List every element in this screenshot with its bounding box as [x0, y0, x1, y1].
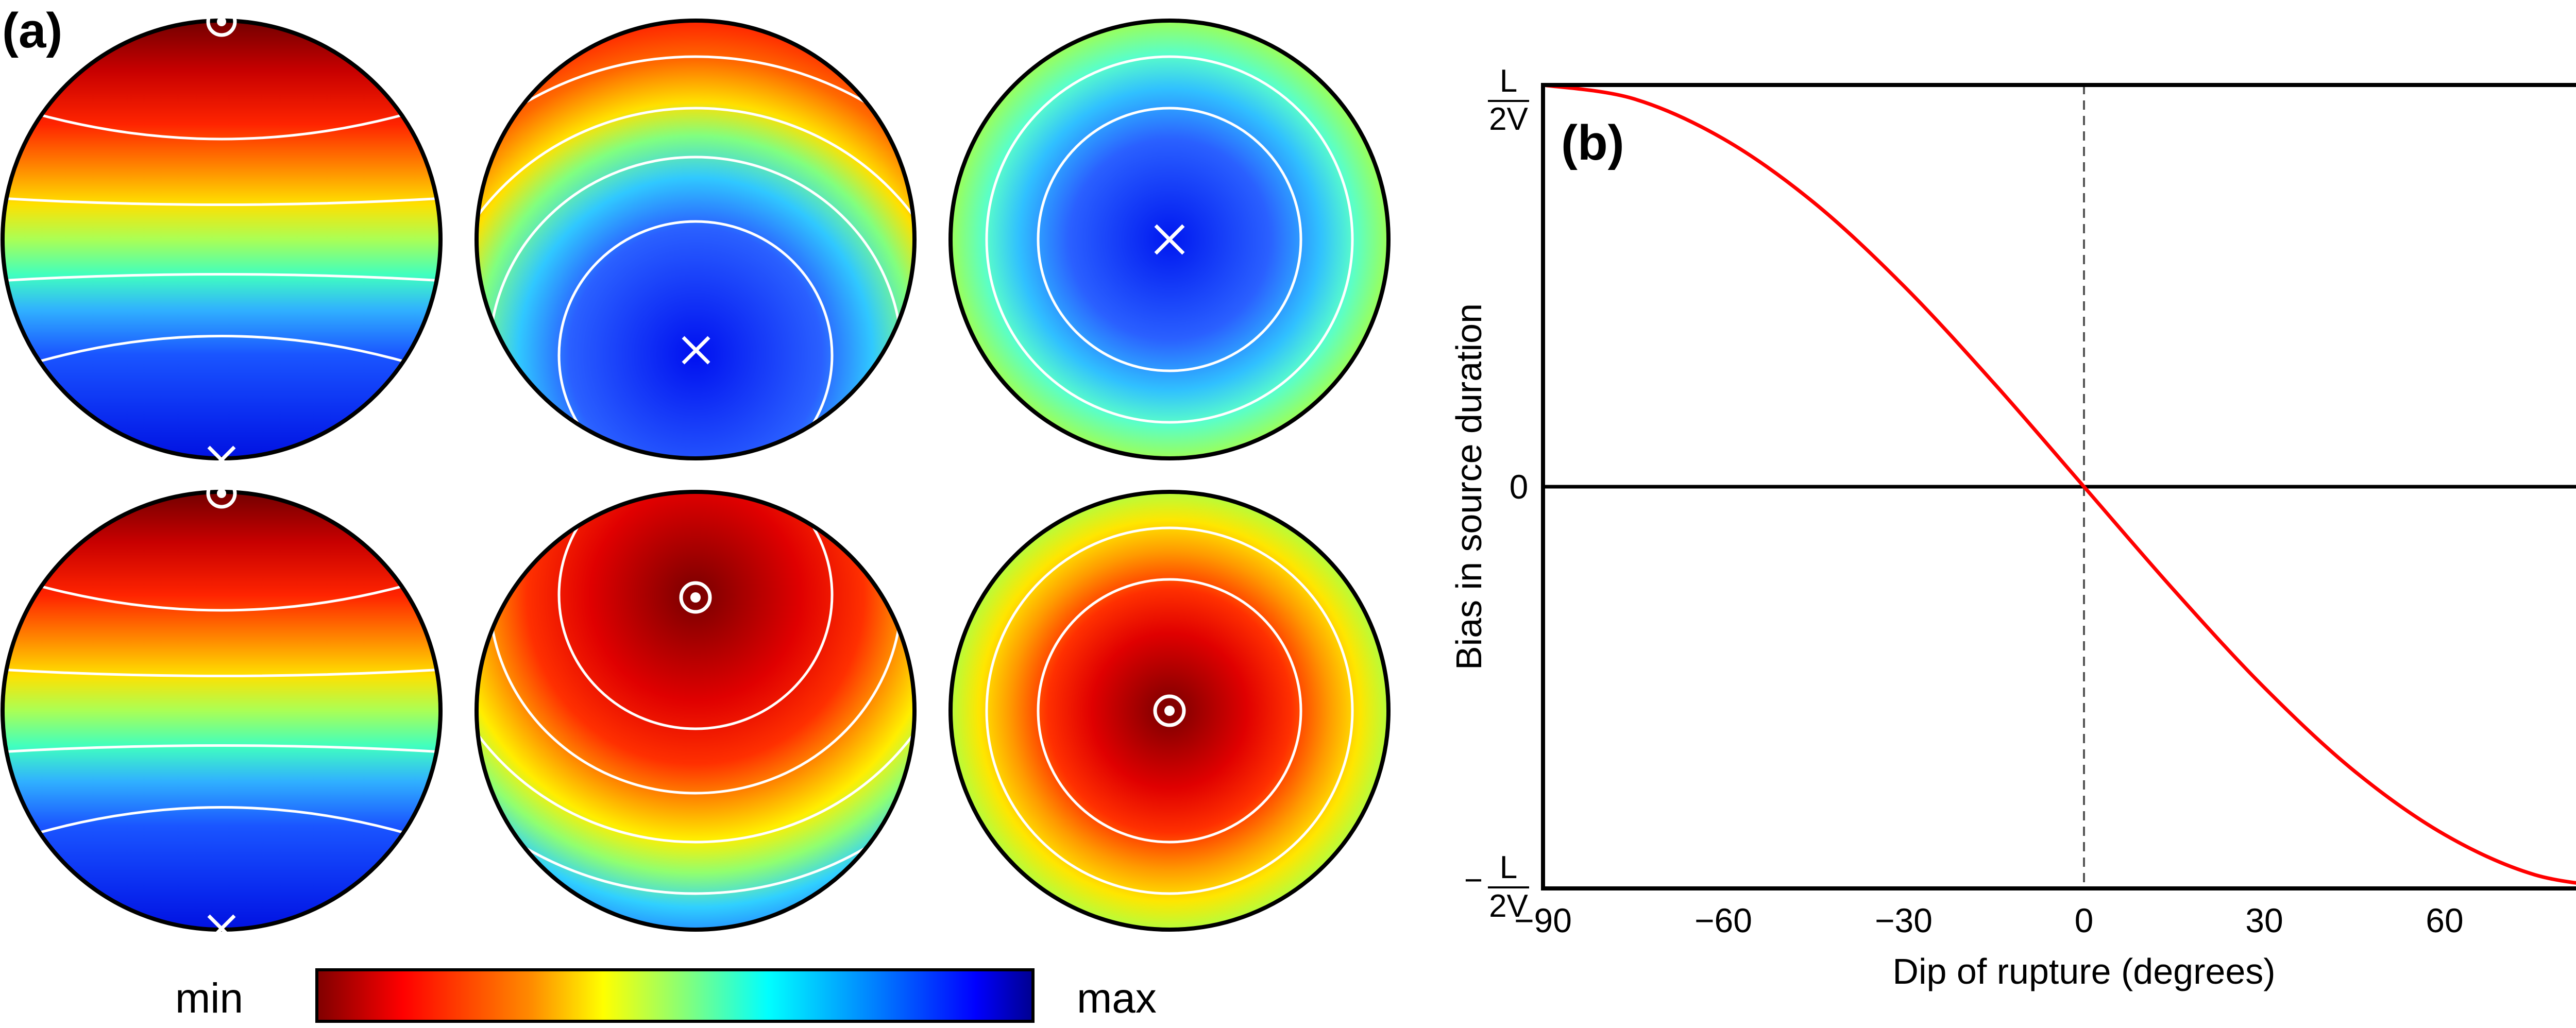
- x-tick-label: −90: [1514, 901, 1572, 939]
- x-axis-label: Dip of rupture (degrees): [1892, 951, 2275, 991]
- x-tick-labels: −90−60−300306090: [1514, 901, 2464, 939]
- target-marker-icon: [1153, 694, 1186, 727]
- panel-b: (b) L 2V 0 − L 2V −90−60−300306090 Dip o…: [1449, 63, 2576, 991]
- x-marker-icon: [1154, 224, 1185, 255]
- panel-b-label: (b): [1561, 115, 1624, 170]
- x-tick-label: 0: [2075, 901, 2094, 939]
- colorbar-min-label: min: [175, 975, 243, 1022]
- x-tick-label: 60: [2426, 901, 2463, 939]
- ytick-bottom: − L 2V: [1464, 850, 1529, 924]
- ytick-bottom-den: 2V: [1489, 888, 1528, 924]
- ytick-mid: 0: [1510, 468, 1529, 506]
- colorbar: min max: [175, 968, 1157, 1023]
- colorbar-gradient: [315, 968, 1035, 1023]
- panel-a-label: (a): [2, 3, 62, 58]
- target-marker-icon: [206, 6, 237, 37]
- sphere-r2c1: [1, 478, 443, 943]
- panel-a: (a): [1, 3, 1391, 1023]
- plot-border: [1541, 83, 2576, 890]
- bias-curve-series-0: [1543, 83, 2576, 885]
- colorbar-max-label: max: [1077, 975, 1157, 1022]
- ytick-bottom-sign: −: [1464, 863, 1483, 898]
- sphere-r2c2: [474, 490, 917, 932]
- x-tick-label: −30: [1875, 901, 1933, 939]
- ytick-top-num: L: [1500, 63, 1517, 99]
- target-marker-icon: [679, 581, 712, 614]
- x-tick-label: 30: [2245, 901, 2283, 939]
- sphere-r2c3: [948, 490, 1391, 932]
- x-marker-icon: [682, 336, 710, 365]
- y-axis-label: Bias in source duration: [1449, 303, 1489, 670]
- ytick-top: L 2V: [1488, 63, 1529, 137]
- ytick-bottom-num: L: [1500, 850, 1517, 885]
- x-marker-icon: [207, 914, 236, 943]
- sphere-r1c1: [1, 6, 443, 474]
- sphere-r1c3: [948, 19, 1391, 460]
- x-tick-label: −60: [1694, 901, 1752, 939]
- target-marker-icon: [206, 478, 237, 509]
- x-marker-icon: [207, 446, 236, 474]
- ytick-top-den: 2V: [1489, 101, 1528, 137]
- plot-area: [1543, 83, 2576, 888]
